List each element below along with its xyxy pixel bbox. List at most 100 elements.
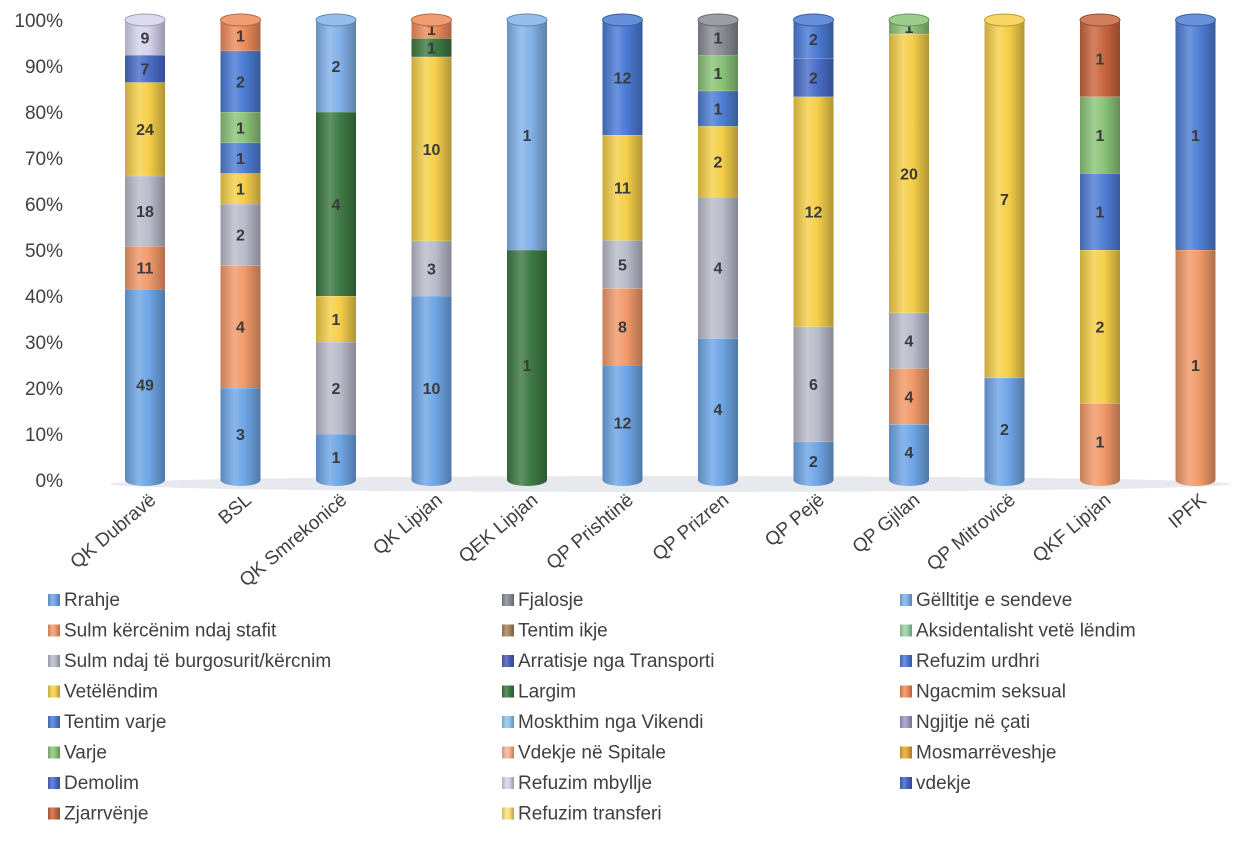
legend-item-refuzim-urdhri: Refuzim urdhri (900, 651, 1040, 672)
y-tick-label: 80% (25, 103, 63, 124)
bar-segment (125, 245, 165, 289)
legend-label: Mosmarrëveshje (916, 743, 1056, 764)
legend-label: Ngacmim seksual (916, 682, 1066, 703)
data-label: 1 (714, 66, 723, 83)
bar-segment (220, 172, 261, 204)
bar-segment (411, 56, 452, 241)
bar-top-cap (1079, 13, 1121, 27)
legend-item-rrahje: Rrahje (48, 590, 120, 611)
bar-qp-prishtine: 12 8 5 11 12 (602, 13, 643, 486)
data-label: 4 (714, 261, 723, 278)
legend-item-largim: Largim (502, 682, 576, 703)
x-tick-label: IPFK (1165, 490, 1211, 533)
data-label: 4 (332, 197, 341, 214)
data-label: 3 (427, 261, 436, 278)
data-label: 1 (1096, 435, 1105, 452)
data-label: 7 (141, 62, 150, 79)
y-tick-label: 60% (25, 195, 63, 216)
bar-qp-prizren: 4 4 2 1 1 1 (697, 13, 739, 486)
data-label: 2 (236, 228, 245, 245)
bar-segment (220, 264, 261, 388)
x-tick-label: QP Prishtinë (543, 490, 638, 574)
legend-swatch (900, 685, 912, 698)
bar-segment (125, 175, 165, 247)
bar-top-cap (888, 13, 930, 27)
legend-swatch (48, 777, 60, 789)
data-label: 2 (236, 74, 245, 91)
legend-swatch (502, 685, 514, 698)
data-label: 11 (137, 261, 154, 278)
legend-swatch (502, 807, 514, 820)
bar-segment (889, 33, 929, 313)
legend-swatch (502, 594, 514, 606)
bar-qk-lipjan: 10 3 10 1 1 (411, 13, 452, 486)
legend-swatch (900, 716, 912, 728)
legend-swatch (900, 777, 912, 789)
legend-item-fjalosje: Fjalosje (502, 590, 583, 611)
legend-label: Tentim varje (64, 712, 166, 733)
legend-swatch (900, 594, 912, 606)
legend-item-vetelendim: Vetëlëndim (48, 682, 158, 703)
bar-top-cap (411, 13, 452, 27)
legend-item-vdekje-ne-spitale: Vdekje në Spitale (502, 743, 666, 764)
legend-item-arratisje-nga-transporti: Arratisje nga Transporti (502, 651, 714, 672)
x-tick-label: QEK Lipjan (455, 490, 542, 568)
data-label: 12 (614, 71, 632, 88)
bar-top-cap (220, 13, 261, 27)
legend-label: Rrahje (64, 590, 120, 611)
data-label: 4 (905, 445, 914, 462)
bar-segment (698, 337, 738, 486)
legend-label: Arratisje nga Transporti (518, 651, 714, 672)
data-label: 6 (809, 377, 818, 394)
bar-segment (1175, 249, 1216, 486)
data-label: 11 (614, 181, 631, 198)
bar-segment (889, 423, 929, 486)
data-label: 49 (136, 377, 154, 394)
legend-item-sulm-ndaj-te-burgosurit-kercnim: Sulm ndaj të burgosurit/kërcnim (48, 651, 331, 672)
bar-segment (220, 50, 261, 112)
chart-floor (110, 476, 1231, 492)
data-label: 12 (805, 205, 823, 222)
data-label: 1 (523, 128, 532, 145)
bar-top-cap (506, 13, 548, 27)
legend-item-sulm-kercenim-ndaj-stafit: Sulm kërcënim ndaj stafit (48, 621, 277, 642)
data-label: 20 (900, 166, 918, 183)
data-label: 1 (427, 41, 436, 58)
bar-segment (507, 249, 547, 486)
data-label: 4 (236, 320, 245, 337)
legend-label: Ngjitje në çati (916, 712, 1030, 733)
legend-label: Demolim (64, 773, 139, 794)
legend-item-refuzim-transferi: Refuzim transferi (502, 804, 662, 825)
legend-swatch (48, 624, 60, 637)
data-label: 2 (809, 71, 818, 88)
bar-segment (316, 433, 356, 486)
bar-segment (1175, 19, 1216, 250)
legend-swatch (48, 807, 60, 820)
legend-swatch (502, 746, 514, 759)
bar-segment (602, 134, 643, 241)
legend-label: Tentim ikje (518, 621, 608, 642)
data-label: 10 (423, 381, 441, 398)
legend-label: Zjarrvënje (64, 804, 148, 825)
data-label: 1 (236, 28, 245, 45)
data-label: 2 (714, 155, 723, 172)
data-label: 1 (1191, 358, 1200, 375)
legend-label: Refuzim urdhri (916, 651, 1040, 672)
bar-segment (793, 96, 834, 327)
data-label: 1 (714, 31, 723, 48)
y-tick-label: 20% (25, 379, 63, 400)
legend-label: Aksidentalisht vetë lëndim (916, 621, 1136, 642)
data-label: 1 (236, 182, 245, 199)
legend-swatch (502, 624, 514, 637)
legend-item-zjarrvenje: Zjarrvënje (48, 804, 148, 825)
data-label: 5 (618, 257, 627, 274)
data-label: 3 (236, 427, 245, 444)
bar-segment (1080, 172, 1120, 250)
data-label: 1 (1096, 51, 1105, 68)
x-tick-label: QK Dubravë (67, 490, 161, 573)
x-tick-label: QP Prizren (649, 490, 733, 566)
legend-label: Varje (64, 743, 107, 764)
legend-swatch (502, 716, 514, 728)
x-tick-label: BSL (215, 490, 256, 529)
